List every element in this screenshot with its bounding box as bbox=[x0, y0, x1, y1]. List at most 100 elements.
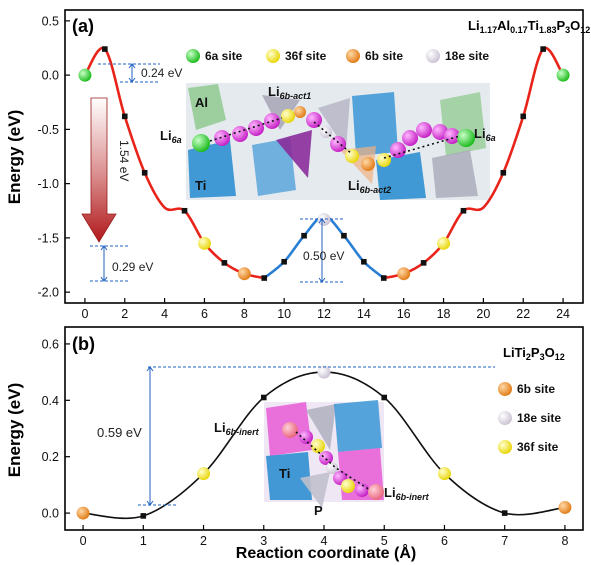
inset-a-path bbox=[192, 106, 475, 171]
p-b-label: P bbox=[314, 503, 323, 518]
legend-a: 6a site 36f site 6b site 18e site bbox=[186, 49, 489, 63]
li6a-left-label: Li6a bbox=[160, 128, 182, 145]
legend-b: 6b site 18e site 36f site bbox=[498, 382, 561, 454]
inert-right-label: Li6b-inert bbox=[384, 485, 430, 502]
x-tick-label: 2 bbox=[121, 307, 128, 321]
y-tick-label: 0.2 bbox=[42, 450, 59, 464]
inset-b-labels: Ti P Li6b-inert Li6b-inert bbox=[214, 420, 430, 518]
inset-atom bbox=[306, 112, 322, 128]
inert-left-label: Li6b-inert bbox=[214, 420, 260, 437]
data-point-square bbox=[121, 113, 128, 120]
x-tick-label: 1 bbox=[140, 534, 147, 548]
y-tick-label: -1.5 bbox=[37, 231, 59, 245]
x-tick-label: 18 bbox=[437, 307, 451, 321]
data-point-square bbox=[221, 260, 228, 266]
p-tetrahedron-mid bbox=[318, 98, 350, 150]
x-tick-label: 10 bbox=[277, 307, 291, 321]
y-tick-label: -2.0 bbox=[37, 286, 59, 300]
data-point-square bbox=[140, 513, 147, 519]
blue-octahedron-b bbox=[334, 400, 382, 452]
ti-octahedron-center bbox=[352, 92, 398, 156]
x-tick-label: 3 bbox=[260, 534, 267, 548]
li6a-right-label: Li6a bbox=[474, 126, 496, 143]
site-point-18e bbox=[317, 212, 331, 226]
data-point-square bbox=[420, 260, 427, 266]
inset-atom bbox=[355, 483, 369, 497]
site-point-36f bbox=[197, 467, 211, 481]
drop-arrow bbox=[81, 97, 117, 243]
grey-tetrahedron-b bbox=[306, 404, 336, 450]
legend-marker-36f bbox=[498, 440, 512, 454]
inset-atom bbox=[248, 120, 264, 136]
energy-curve-outer bbox=[383, 46, 565, 280]
xlabel-b: Reaction coordinate (Å) bbox=[236, 543, 416, 562]
x-tick-label: 6 bbox=[441, 534, 448, 548]
data-point-square bbox=[500, 169, 507, 176]
data-point-square bbox=[261, 275, 268, 281]
p-tetrahedron-right bbox=[432, 150, 478, 198]
x-tick-label: 4 bbox=[161, 307, 168, 321]
x-tick-label: 14 bbox=[357, 307, 371, 321]
inset-atom bbox=[214, 130, 230, 146]
annotations-b bbox=[138, 366, 495, 506]
y-tick-label: -1.0 bbox=[37, 177, 59, 191]
data-point-square bbox=[102, 46, 108, 52]
inset-a-labels: Al Ti Li6a Li6a Li6b-act1 Li6b-act2 bbox=[160, 84, 496, 195]
octahedron-mid bbox=[252, 138, 296, 196]
data-point-square bbox=[341, 232, 347, 239]
legend-label-6a: 6a site bbox=[205, 49, 243, 63]
x-tick-label: 12 bbox=[317, 307, 331, 321]
site-point-36f bbox=[437, 236, 451, 250]
site-point-36f bbox=[197, 236, 211, 250]
inset-atom bbox=[282, 422, 298, 438]
inset-atom bbox=[377, 153, 391, 167]
panel-b: 0 1 2 3 4 5 6 7 8 0.0 0.2 0.4 0.6 0.59 eV Ti P Li6b-… bbox=[5, 326, 584, 562]
site-point-18e bbox=[317, 365, 331, 379]
legend-label-18e: 18e site bbox=[517, 411, 561, 425]
p-tetrahedron-left bbox=[262, 95, 300, 130]
legend-marker-36f bbox=[266, 49, 280, 63]
site-point-6a bbox=[556, 68, 570, 82]
data-point-square bbox=[501, 510, 508, 516]
panel-b-compound: LiTi2P3O12 bbox=[503, 345, 565, 362]
x-tick-label: 8 bbox=[241, 307, 248, 321]
y-tick-label: 0.6 bbox=[42, 337, 59, 351]
act1-label: Li6b-act1 bbox=[268, 84, 311, 101]
data-point-square bbox=[281, 258, 287, 265]
barrier-low-label: 0.29 eV bbox=[112, 260, 153, 274]
data-point-square bbox=[260, 394, 267, 401]
legend-label-6b: 6b site bbox=[365, 49, 403, 63]
inset-path-line bbox=[209, 117, 461, 159]
data-point-square bbox=[381, 394, 388, 401]
inset-b-path bbox=[282, 422, 384, 500]
site-point-6b bbox=[237, 267, 251, 281]
y-tick-label: 0.0 bbox=[42, 69, 59, 83]
x-tick-label: 7 bbox=[501, 534, 508, 548]
inset-atom bbox=[326, 462, 338, 474]
inset-atom bbox=[341, 479, 355, 493]
data-point-square bbox=[301, 232, 307, 239]
inset-atom bbox=[319, 451, 333, 465]
al-octahedron bbox=[188, 84, 226, 130]
legend-label-6b: 6b site bbox=[517, 382, 555, 396]
data-point-square bbox=[460, 207, 467, 214]
ti-b-label: Ti bbox=[279, 466, 290, 481]
panel-a: 0 2 4 6 8 10 12 14 16 18 20 22 240.50.0-0.5-1.0-1.5-… bbox=[5, 9, 590, 321]
inset-atom bbox=[402, 130, 418, 146]
y-tick-label: 0.4 bbox=[42, 394, 59, 408]
barrier-top-label: 0.24 eV bbox=[141, 66, 182, 80]
x-tick-label: 16 bbox=[397, 307, 411, 321]
inset-atom bbox=[299, 430, 313, 444]
legend-label-18e: 18e site bbox=[445, 49, 489, 63]
data-point-square bbox=[540, 46, 546, 52]
energy-curve-outer bbox=[83, 46, 265, 280]
panel-b-label: (b) bbox=[72, 334, 95, 354]
site-point-6b bbox=[558, 500, 572, 514]
inset-atom bbox=[330, 136, 346, 152]
data-point-square bbox=[520, 113, 527, 120]
inset-path-line bbox=[295, 431, 371, 491]
x-tick-label: 20 bbox=[476, 307, 490, 321]
data-point-square bbox=[361, 258, 367, 265]
purple-tetrahedron bbox=[276, 130, 312, 178]
inset-atom bbox=[361, 157, 375, 171]
